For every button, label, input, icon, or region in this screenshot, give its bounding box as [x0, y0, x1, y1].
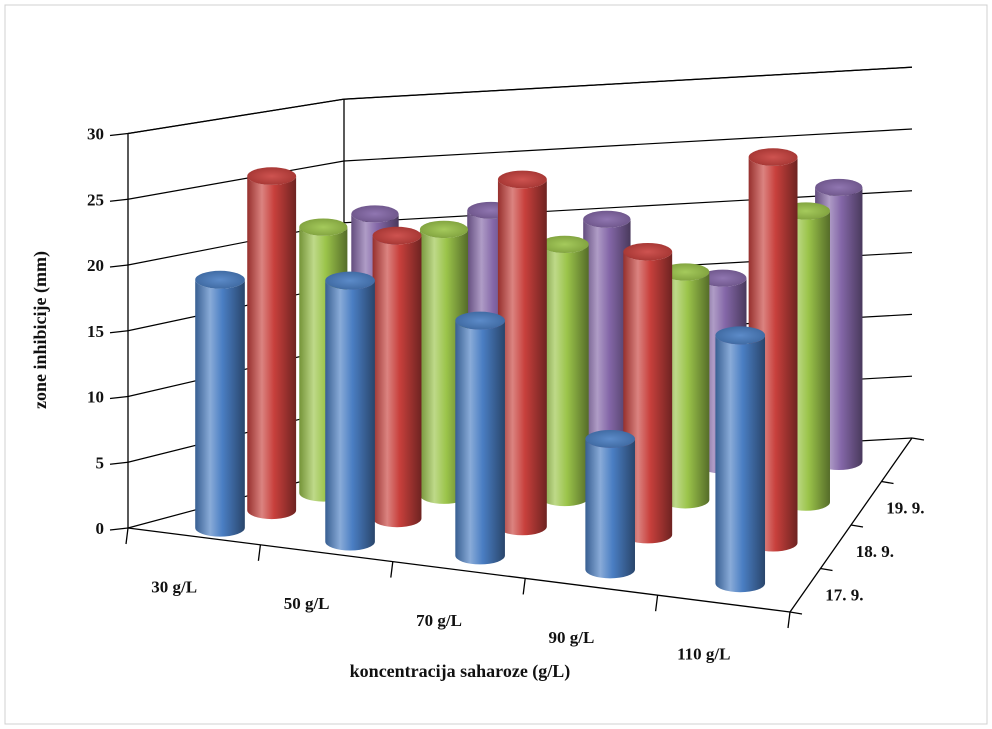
- bar-cylinder-top: [715, 326, 766, 345]
- bar-cylinder-top: [699, 269, 747, 287]
- y-tick-mark: [109, 461, 129, 465]
- bar-cylinder-top: [748, 148, 798, 166]
- depth-tick-mark: [911, 437, 925, 441]
- x-tick-label: 90 g/L: [548, 628, 594, 647]
- gridline-left-wall: [127, 98, 345, 135]
- depth-tick-label: 18. 9.: [856, 542, 894, 561]
- x-tick-label: 30 g/L: [151, 577, 197, 596]
- bar-cylinder-top: [419, 220, 469, 239]
- depth-tick-mark: [850, 524, 864, 528]
- bar-cylinder-top: [540, 235, 589, 254]
- x-tick-label: 70 g/L: [416, 611, 462, 630]
- y-tick-label: 30: [87, 125, 104, 144]
- x-tick-mark: [257, 544, 262, 561]
- bar-cylinder-top: [195, 270, 245, 289]
- y-tick-label: 10: [87, 388, 104, 407]
- bar-cylinder: [497, 179, 547, 536]
- x-axis-line: [127, 527, 791, 613]
- depth-tick-mark: [881, 480, 894, 485]
- x-tick-mark: [787, 611, 791, 629]
- bar-cylinder-top: [623, 243, 673, 261]
- y-tick-label: 0: [96, 519, 105, 538]
- depth-tick-mark: [789, 611, 803, 615]
- gridline-back-wall: [343, 66, 913, 100]
- bar-cylinder: [661, 271, 710, 509]
- depth-tick-label: 19. 9.: [886, 498, 924, 517]
- bar-cylinder: [247, 176, 297, 520]
- y-tick-label: 5: [96, 453, 105, 472]
- y-tick-mark: [109, 264, 129, 268]
- bar-cylinder: [623, 251, 673, 544]
- bar-cylinder-top: [299, 218, 348, 236]
- y-tick-label: 20: [87, 256, 104, 275]
- y-axis-title: zone inhibicije (mm): [30, 251, 51, 409]
- bar-cylinder-top: [497, 170, 547, 189]
- x-tick-label: 110 g/L: [677, 645, 730, 664]
- bar-cylinder: [195, 279, 245, 537]
- x-tick-mark: [125, 527, 129, 545]
- x-tick-mark: [654, 595, 659, 612]
- chart-labels: 0 5 10 15 20 25 30 30 g/L 50 g/L 70 g/L 90 g/L 110 …: [87, 125, 925, 664]
- bar-cylinder: [455, 320, 505, 565]
- bar-cylinder: [583, 219, 631, 478]
- bar-cylinder-top: [583, 210, 631, 228]
- y-tick-label: 15: [87, 322, 104, 341]
- bar-cylinder-top: [351, 205, 399, 223]
- y-tick-mark: [109, 527, 129, 531]
- bar-cylinder-top: [815, 178, 863, 196]
- y-tick-mark: [109, 330, 129, 334]
- bar-cylinder: [715, 335, 766, 593]
- depth-tick-mark: [820, 567, 833, 572]
- x-tick-mark: [522, 578, 526, 595]
- bar-cylinder: [540, 244, 589, 507]
- gridline-left-wall: [127, 160, 345, 200]
- bar-cylinder-top: [247, 167, 297, 185]
- chart-axes: [109, 132, 925, 629]
- depth-tick-label: 17. 9.: [825, 585, 863, 604]
- gridline-back-wall: [343, 128, 913, 162]
- y-tick-mark: [109, 132, 129, 137]
- bar-cylinder-top: [455, 311, 505, 330]
- x-tick-label: 50 g/L: [284, 594, 330, 613]
- x-axis-title: koncentracija saharoze (g/L): [350, 661, 571, 682]
- bar-cylinder: [325, 280, 375, 551]
- bar-cylinder-top: [661, 263, 710, 281]
- y-tick-mark: [109, 395, 129, 400]
- bar-cylinder-top: [372, 226, 422, 245]
- chart-bars: [195, 148, 863, 593]
- bar-cylinder-top: [325, 271, 375, 290]
- y-tick-mark: [109, 198, 129, 202]
- bar-cylinder: [372, 235, 422, 528]
- x-tick-mark: [390, 561, 394, 578]
- bar-cylinder: [585, 438, 635, 579]
- y-tick-label: 25: [87, 190, 104, 209]
- bar-cylinder-top: [585, 429, 635, 448]
